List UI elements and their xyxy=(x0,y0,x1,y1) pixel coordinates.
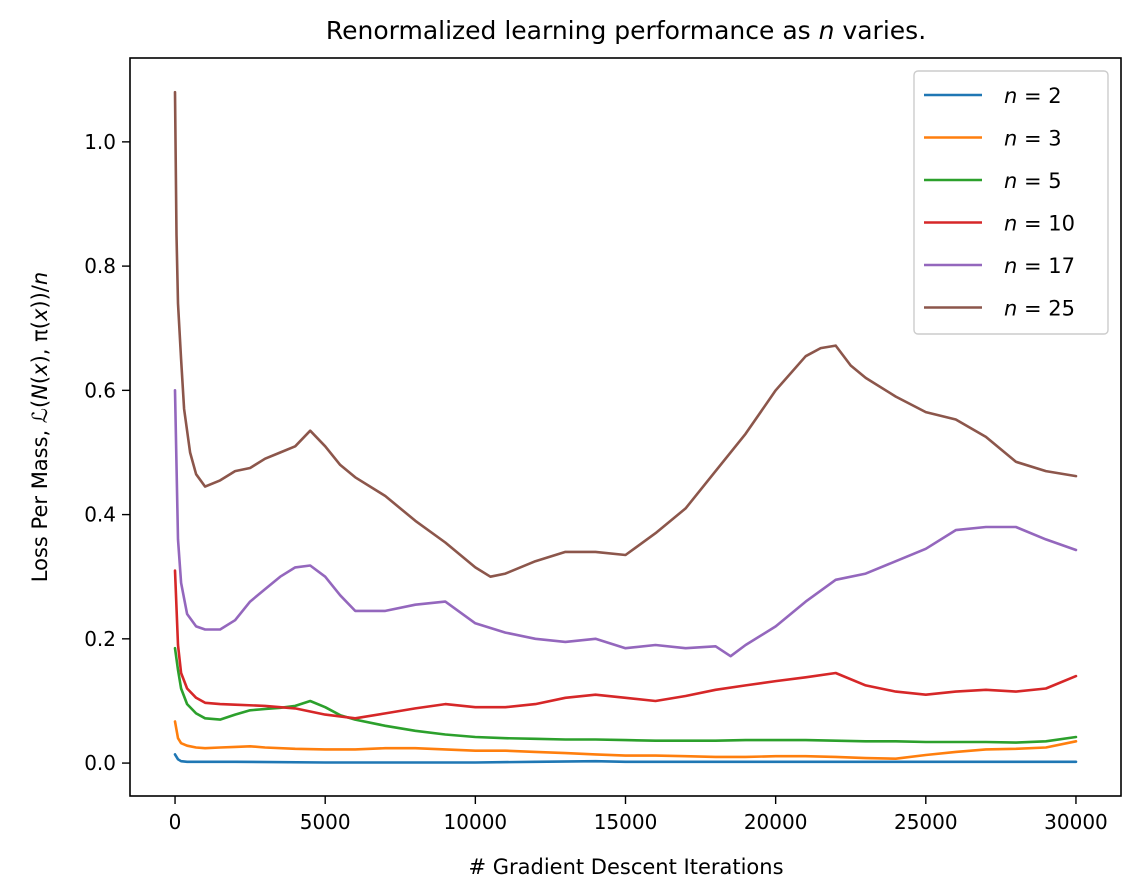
legend-label-4: n = 10 xyxy=(1004,212,1075,236)
x-axis-label: # Gradient Descent Iterations xyxy=(468,855,783,879)
plot-area: 0 5000 10000 15000 20000 25000 30000 0.0 0.2 0.4 0… xyxy=(84,57,1122,834)
legend-label-5: n = 17 xyxy=(1004,254,1075,278)
series-line-6 xyxy=(173,90,1078,578)
x-tick-label: 15000 xyxy=(594,810,658,834)
legend-box xyxy=(913,70,1109,335)
series-line-3 xyxy=(173,646,1078,744)
legend-label-3: n = 5 xyxy=(1004,169,1062,193)
y-axis-label: Loss Per Mass, ℒ(N(x), π(x))/n xyxy=(28,272,52,582)
chart-title: Renormalized learning performance as n v… xyxy=(326,16,926,45)
y-tick-label: 1.0 xyxy=(84,130,116,154)
y-tick-label: 0.2 xyxy=(84,627,116,651)
series-line-5 xyxy=(173,389,1078,658)
x-tick-label: 5000 xyxy=(300,810,351,834)
y-tick-label: 0.6 xyxy=(84,378,116,402)
x-tick-label: 20000 xyxy=(744,810,808,834)
x-tick-label: 30000 xyxy=(1044,810,1108,834)
y-tick-label: 0.8 xyxy=(84,254,116,278)
legend-label-1: n = 2 xyxy=(1004,84,1062,108)
series-line-4 xyxy=(173,569,1078,720)
x-tick-label: 0 xyxy=(169,810,182,834)
series-line-2 xyxy=(173,720,1078,760)
x-tick-label: 25000 xyxy=(894,810,958,834)
y-tick-label: 0.0 xyxy=(84,751,116,775)
legend-label-2: n = 3 xyxy=(1004,127,1062,151)
y-tick-label: 0.4 xyxy=(84,503,116,527)
legend-label-6: n = 25 xyxy=(1004,297,1075,321)
x-tick-label: 10000 xyxy=(444,810,508,834)
legend: n = 2 n = 3 n = 5 n = 10 n = 17 n = 25 xyxy=(913,70,1109,335)
series-line-1 xyxy=(173,753,1078,764)
